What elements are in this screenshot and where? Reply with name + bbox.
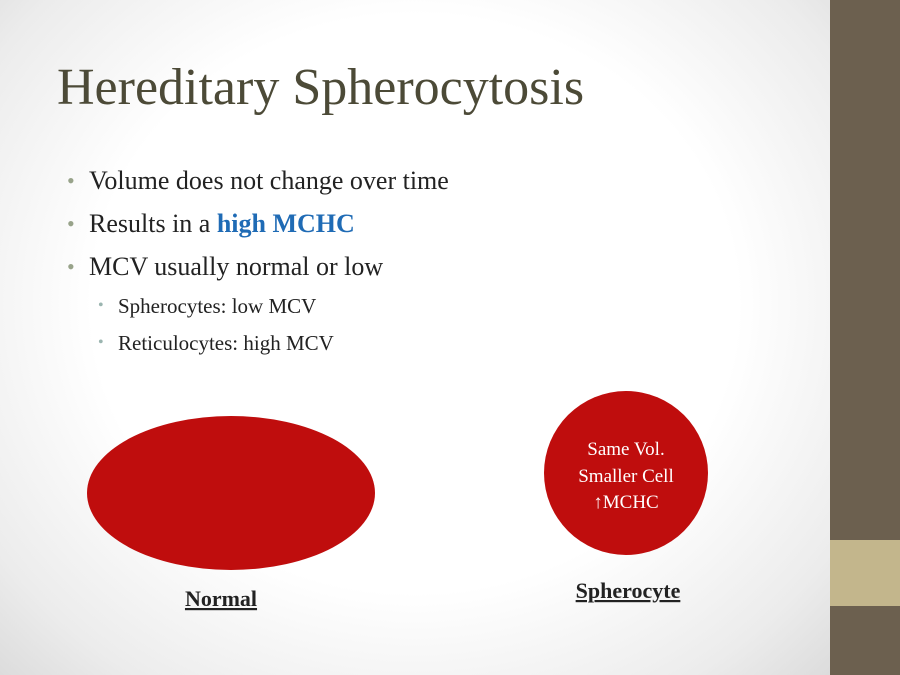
bullet: Results in a high MCHC (67, 209, 355, 239)
spherocyte-cell (544, 391, 708, 555)
figure: Same Vol. Smaller Cell ↑MCHC Normal Sphe… (87, 391, 708, 611)
bullet-text: Results in a (89, 209, 217, 238)
bullet-text: MCV usually normal or low (89, 252, 384, 281)
sidebar-accent (830, 540, 900, 606)
bullet: Volume does not change over time (67, 166, 449, 196)
cell-text: Smaller Cell (578, 466, 674, 487)
bullet-text: Volume does not change over time (89, 166, 449, 195)
sub-bullet: Spherocytes: low MCV (98, 294, 316, 319)
figure-label: Normal (185, 586, 257, 611)
figure-label: Spherocyte (576, 578, 681, 603)
slide-title: Hereditary Spherocytosis (57, 59, 585, 116)
normal-cell (87, 416, 375, 570)
bullet: MCV usually normal or low (67, 252, 384, 282)
cell-text: Same Vol. (587, 439, 664, 460)
cell-text: ↑MCHC (593, 492, 658, 513)
emphasis: high MCHC (216, 209, 355, 238)
sub-bullet: Reticulocytes: high MCV (98, 331, 334, 356)
